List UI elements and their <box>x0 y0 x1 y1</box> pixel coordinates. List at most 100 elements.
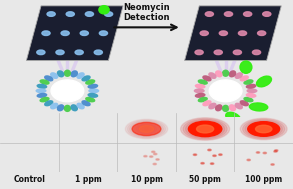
Ellipse shape <box>208 103 217 109</box>
Circle shape <box>188 121 222 137</box>
Ellipse shape <box>224 12 233 16</box>
Ellipse shape <box>64 105 71 112</box>
Circle shape <box>210 163 214 164</box>
Ellipse shape <box>202 75 212 81</box>
Ellipse shape <box>104 12 113 16</box>
Text: 10 ppm: 10 ppm <box>130 175 163 184</box>
Circle shape <box>248 122 280 136</box>
Ellipse shape <box>85 12 93 16</box>
Circle shape <box>245 120 282 138</box>
Ellipse shape <box>64 70 71 77</box>
Ellipse shape <box>87 93 98 98</box>
Ellipse shape <box>80 31 88 36</box>
Ellipse shape <box>214 50 222 55</box>
Circle shape <box>193 154 197 156</box>
Ellipse shape <box>70 70 78 77</box>
Ellipse shape <box>257 76 272 87</box>
Text: Control: Control <box>13 175 45 184</box>
Ellipse shape <box>70 104 78 111</box>
Circle shape <box>213 155 216 156</box>
Circle shape <box>190 122 220 136</box>
Circle shape <box>139 126 154 132</box>
Ellipse shape <box>235 72 243 79</box>
Ellipse shape <box>195 84 206 89</box>
Text: Neomycin
Detection: Neomycin Detection <box>123 3 170 22</box>
Ellipse shape <box>208 72 217 79</box>
Ellipse shape <box>76 103 85 109</box>
Circle shape <box>271 164 274 165</box>
Circle shape <box>240 118 287 140</box>
Circle shape <box>263 152 266 154</box>
Circle shape <box>188 121 222 137</box>
Circle shape <box>149 156 153 157</box>
Ellipse shape <box>99 31 108 36</box>
Ellipse shape <box>56 50 64 55</box>
Circle shape <box>275 150 278 151</box>
Ellipse shape <box>66 12 74 16</box>
Circle shape <box>209 80 242 102</box>
Ellipse shape <box>75 50 83 55</box>
Ellipse shape <box>215 104 223 111</box>
Circle shape <box>144 156 147 157</box>
Circle shape <box>247 159 250 161</box>
Ellipse shape <box>222 70 229 77</box>
Ellipse shape <box>81 100 91 106</box>
Circle shape <box>130 121 163 137</box>
Circle shape <box>256 152 260 153</box>
Ellipse shape <box>240 100 249 106</box>
Ellipse shape <box>252 50 261 55</box>
Circle shape <box>51 80 84 102</box>
Ellipse shape <box>258 31 266 36</box>
Ellipse shape <box>85 97 95 102</box>
Ellipse shape <box>235 103 243 109</box>
Ellipse shape <box>246 88 258 93</box>
Ellipse shape <box>202 100 212 106</box>
Ellipse shape <box>200 31 208 36</box>
Ellipse shape <box>57 104 64 111</box>
Ellipse shape <box>37 93 47 98</box>
Ellipse shape <box>229 104 236 111</box>
Ellipse shape <box>263 12 271 16</box>
Ellipse shape <box>47 12 55 16</box>
Ellipse shape <box>42 31 50 36</box>
Ellipse shape <box>44 75 53 81</box>
Ellipse shape <box>40 97 50 102</box>
Ellipse shape <box>219 31 227 36</box>
Circle shape <box>195 125 215 133</box>
Circle shape <box>201 163 204 164</box>
Circle shape <box>185 120 225 138</box>
Circle shape <box>183 119 227 139</box>
Circle shape <box>243 119 285 139</box>
Ellipse shape <box>76 72 85 79</box>
Ellipse shape <box>239 31 247 36</box>
Ellipse shape <box>195 93 206 98</box>
Circle shape <box>197 125 214 133</box>
Ellipse shape <box>99 6 109 14</box>
Ellipse shape <box>85 79 95 85</box>
Circle shape <box>132 122 161 136</box>
Ellipse shape <box>81 75 91 81</box>
Ellipse shape <box>61 31 69 36</box>
Circle shape <box>255 125 272 133</box>
Ellipse shape <box>215 70 223 77</box>
Circle shape <box>208 149 211 151</box>
Ellipse shape <box>87 84 98 89</box>
Ellipse shape <box>249 103 268 111</box>
Ellipse shape <box>240 61 252 73</box>
Circle shape <box>156 159 159 160</box>
Circle shape <box>219 154 222 155</box>
Ellipse shape <box>246 93 256 98</box>
Ellipse shape <box>35 88 47 93</box>
Text: 1 ppm: 1 ppm <box>74 175 101 184</box>
Circle shape <box>180 118 230 140</box>
Ellipse shape <box>88 88 99 93</box>
Ellipse shape <box>246 84 256 89</box>
Circle shape <box>250 122 278 136</box>
Polygon shape <box>185 6 281 60</box>
Circle shape <box>127 120 166 138</box>
Ellipse shape <box>233 50 241 55</box>
Ellipse shape <box>195 50 203 55</box>
Circle shape <box>125 119 168 139</box>
Circle shape <box>151 151 155 153</box>
Ellipse shape <box>205 12 214 16</box>
